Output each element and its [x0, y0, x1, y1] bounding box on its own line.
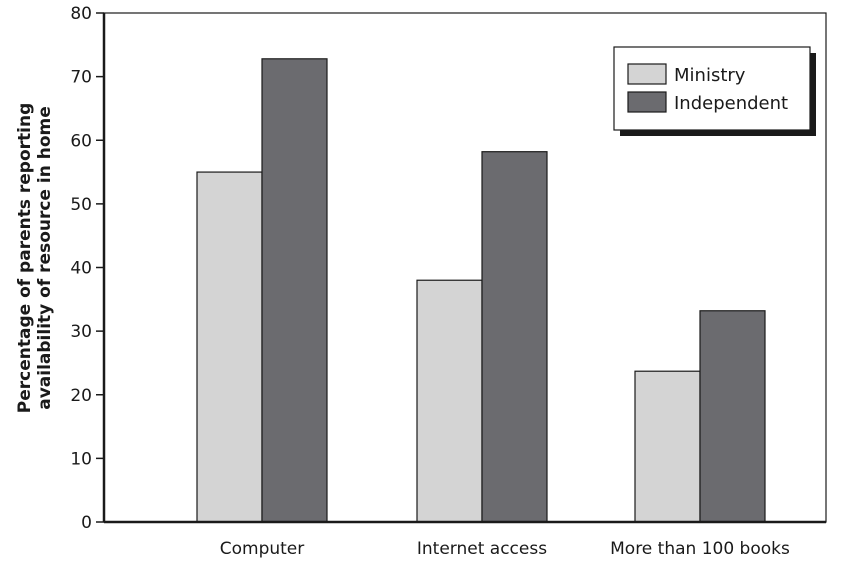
- legend: Ministry Independent: [613, 46, 816, 136]
- category-label: Computer: [220, 539, 305, 559]
- ticks-layer: 0 10 20 30 40 50 60 70 80: [70, 4, 104, 533]
- y-tick-label: 70: [70, 68, 92, 88]
- legend-box: [613, 46, 811, 131]
- y-tick-label: 40: [70, 259, 92, 279]
- y-tick-label: 20: [70, 386, 92, 406]
- y-tick-label: 60: [70, 131, 92, 151]
- legend-swatch-independent: [627, 91, 667, 113]
- y-tick-label: 50: [70, 195, 92, 215]
- bar-ministry-1: [196, 171, 263, 523]
- category-label: More than 100 books: [610, 539, 790, 559]
- legend-label-independent: Independent: [674, 93, 788, 114]
- bar-ministry-3: [634, 370, 701, 523]
- y-tick-label: 80: [70, 4, 92, 24]
- category-label: Internet access: [417, 539, 547, 559]
- y-axis-title-line-1: Percentage of parents reporting: [15, 103, 35, 413]
- y-tick-label: 0: [81, 513, 92, 533]
- y-tick-label: 10: [70, 449, 92, 469]
- legend-label-ministry: Ministry: [674, 65, 746, 86]
- y-tick-label: 30: [70, 322, 92, 342]
- bars-layer: [196, 58, 766, 523]
- bar-independent-3: [699, 310, 766, 523]
- category-labels: Computer Internet access More than 100 boo…: [220, 539, 790, 559]
- y-axis-title: Percentage of parents reporting availabi…: [15, 103, 55, 413]
- bar-independent-1: [261, 58, 328, 523]
- legend-swatch-ministry: [627, 63, 667, 85]
- y-axis-title-line-2: availability of resource in home: [35, 106, 55, 410]
- bar-ministry-2: [416, 279, 483, 523]
- bar-independent-2: [481, 151, 548, 523]
